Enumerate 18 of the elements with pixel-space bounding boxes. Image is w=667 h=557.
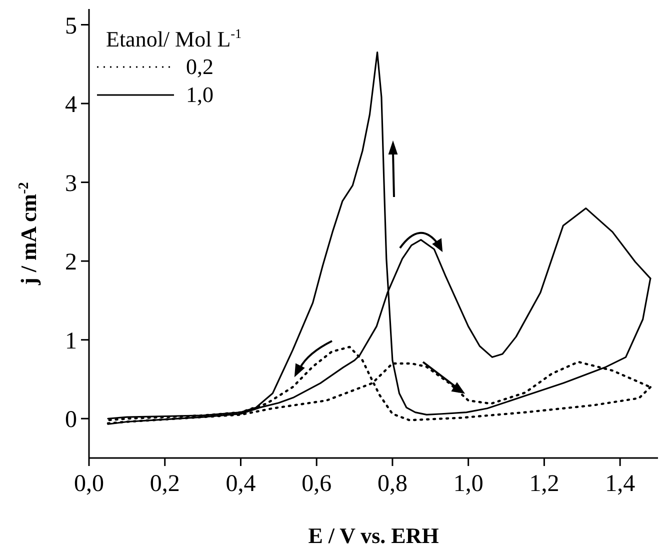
legend-label: 0,2 — [186, 53, 214, 82]
x-tick-label: 0,2 — [150, 471, 180, 498]
y-tick-label: 0 — [65, 407, 77, 434]
x-tick-label: 1,0 — [453, 471, 484, 498]
y-tick-label: 2 — [65, 250, 77, 276]
x-tick-label: 1,4 — [605, 471, 636, 498]
legend-label: 1,0 — [186, 81, 214, 110]
x-axis-title: E / V vs. ERH — [308, 523, 439, 548]
x-tick-label: 1,2 — [529, 471, 560, 498]
y-tick-label: 1 — [65, 328, 77, 354]
y-tick-label: 4 — [65, 92, 77, 118]
y-tick-label: 5 — [65, 13, 77, 40]
x-tick-label: 0,0 — [74, 471, 104, 498]
y-tick-label: 3 — [65, 170, 77, 197]
x-tick-label: 0,6 — [302, 471, 332, 498]
x-tick-label: 0,8 — [377, 471, 408, 498]
x-tick-label: 0,4 — [226, 471, 256, 498]
legend-title: Etanol/ Mol L$^{-1}$ — [106, 26, 242, 52]
